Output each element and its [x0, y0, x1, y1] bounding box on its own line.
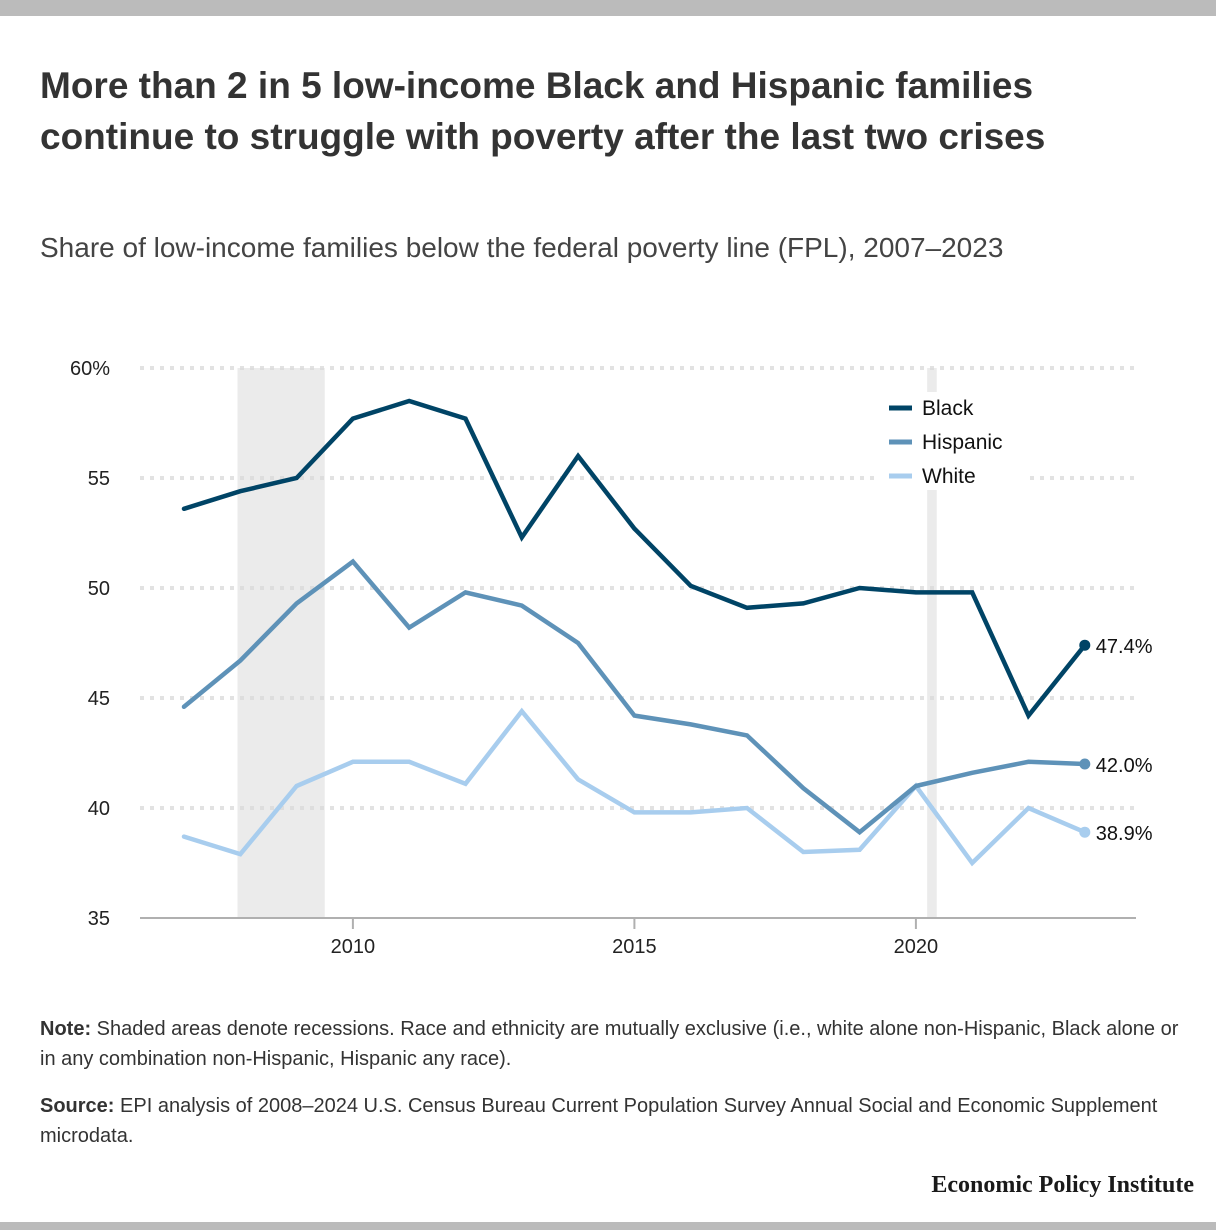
series-line-hispanic — [181, 558, 1088, 836]
y-axis-tick-labels: 35 40 45 50 55 60% — [70, 358, 110, 930]
y-tick-label: 55 — [88, 468, 110, 490]
series-end-marker — [1079, 758, 1091, 770]
source-label: Source: — [40, 1095, 115, 1117]
bottom-border-bar — [0, 1222, 1216, 1230]
series-lines: 38.9% 42.0% 47.4% — [181, 398, 1153, 867]
x-tick-label: 2010 — [331, 936, 376, 958]
series-end-marker — [1079, 639, 1091, 651]
series-end-label: 38.9% — [1096, 823, 1153, 845]
x-axis — [140, 917, 1136, 929]
legend: Black Hispanic White — [880, 392, 1030, 490]
y-tick-label: 60% — [70, 358, 110, 380]
source-text: EPI analysis of 2008–2024 U.S. Census Bu… — [40, 1095, 1158, 1147]
y-tick-label: 50 — [88, 578, 110, 600]
series-end-marker — [1079, 826, 1091, 838]
series-end-label: 42.0% — [1096, 755, 1153, 777]
series-hispanic: 42.0% — [181, 558, 1153, 836]
recession-bands — [237, 368, 937, 918]
recession-band — [927, 368, 937, 918]
series-line-white — [181, 707, 1088, 867]
series-end-label: 47.4% — [1096, 636, 1153, 658]
series-black: 47.4% — [181, 398, 1153, 720]
line-chart: 35 40 45 50 55 60% 2010 2015 2020 38.9% 42.0% 47.… — [70, 358, 1153, 958]
legend-label: White — [922, 465, 976, 488]
y-tick-label: 45 — [88, 688, 110, 710]
top-border-bar — [0, 0, 1216, 16]
y-tick-label: 35 — [88, 908, 110, 930]
note-text: Shaded areas denote recessions. Race and… — [40, 1018, 1179, 1070]
chart-title: More than 2 in 5 low-income Black and Hi… — [40, 65, 1046, 157]
brand-logo-text: Economic Policy Institute — [931, 1172, 1194, 1198]
series-white: 38.9% — [181, 707, 1153, 867]
chart-source: Source: EPI analysis of 2008–2024 U.S. C… — [40, 1091, 1190, 1151]
x-axis-tick-labels: 2010 2015 2020 — [331, 936, 939, 958]
y-tick-label: 40 — [88, 798, 110, 820]
note-label: Note: — [40, 1018, 92, 1040]
legend-label: Black — [922, 397, 974, 420]
x-tick-label: 2020 — [894, 936, 939, 958]
series-line-black — [181, 398, 1088, 720]
recession-band — [237, 368, 325, 918]
legend-label: Hispanic — [922, 431, 1003, 454]
chart-note: Note: Shaded areas denote recessions. Ra… — [40, 1014, 1190, 1074]
x-tick-label: 2015 — [612, 936, 657, 958]
chart-subtitle: Share of low-income families below the f… — [40, 232, 1004, 263]
